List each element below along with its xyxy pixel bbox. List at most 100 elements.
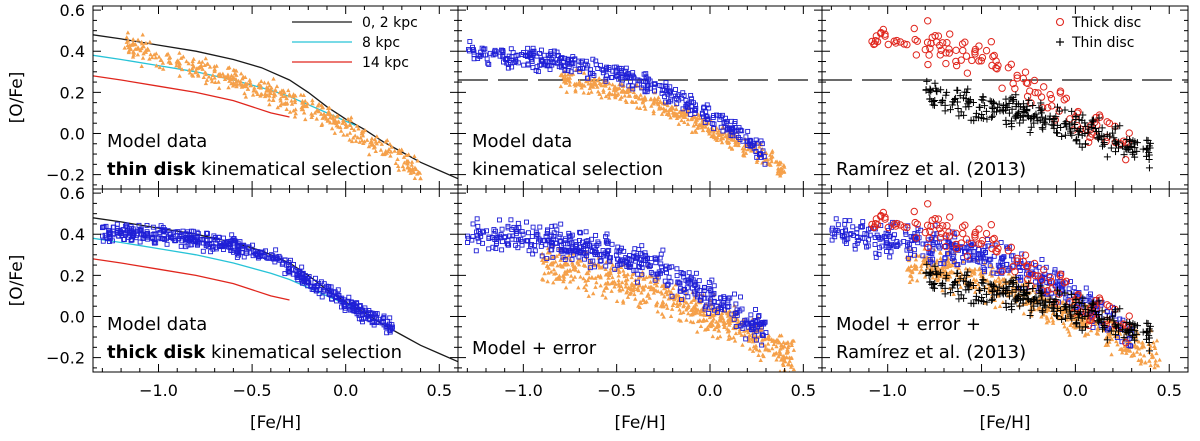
square-point (597, 258, 603, 264)
plus-point (1002, 120, 1010, 128)
triangle-point (716, 132, 722, 137)
plus-point (1094, 134, 1102, 142)
triangle-point (780, 361, 786, 366)
triangle-point (765, 341, 771, 346)
triangle-point (325, 117, 331, 122)
square-point (549, 56, 555, 62)
triangle-point (651, 108, 656, 113)
triangle-point (136, 45, 141, 50)
square-point (144, 222, 150, 228)
square-point (513, 226, 519, 232)
triangle-point (331, 120, 336, 125)
triangle-point (961, 259, 966, 264)
square-point (668, 279, 674, 285)
triangle-point (203, 56, 208, 61)
triangle-point (408, 170, 413, 175)
square-point (208, 249, 214, 255)
plus-point (1111, 125, 1119, 133)
square-point (701, 105, 706, 111)
circle-point (924, 200, 932, 208)
circle-point (892, 222, 900, 230)
triangle-point (262, 80, 267, 85)
triangle-point (594, 280, 599, 285)
triangle-point (698, 324, 704, 329)
square-point (878, 235, 884, 241)
square-point (636, 263, 642, 269)
triangle-point (357, 139, 362, 144)
triangle-point (791, 367, 797, 372)
square-point (349, 300, 355, 305)
square-point (319, 294, 325, 300)
triangle-point (598, 283, 603, 288)
square-point (354, 300, 360, 306)
circle-point (1086, 133, 1094, 142)
triangle-point (996, 293, 1001, 298)
square-point (617, 247, 623, 253)
plus-point (983, 115, 991, 123)
triangle-point (918, 263, 924, 268)
triangle-point (758, 327, 764, 332)
square-point (156, 235, 162, 241)
triangle-point (773, 351, 778, 356)
triangle-point (135, 52, 141, 57)
plus-point (1009, 97, 1017, 105)
triangle-point (581, 70, 587, 75)
square-point (714, 112, 720, 118)
square-point (133, 235, 139, 241)
triangle-point (563, 260, 568, 265)
plus-point (1046, 112, 1054, 120)
triangle-point (785, 349, 791, 354)
square-point (762, 161, 768, 167)
triangle-point (292, 100, 298, 105)
triangle-point (1122, 344, 1127, 349)
plus-point (1094, 135, 1102, 143)
square-point (652, 81, 658, 87)
triangle-point (784, 355, 789, 360)
triangle-point (545, 279, 550, 284)
triangle-point (715, 335, 720, 340)
plus-point (1110, 317, 1118, 325)
square-point (752, 333, 758, 339)
square-point (484, 228, 489, 234)
plus-point (1075, 131, 1083, 139)
triangle-point (404, 158, 410, 163)
triangle-point (659, 311, 665, 316)
plus-point (1048, 121, 1056, 129)
triangle-point (197, 59, 202, 64)
square-point (180, 228, 186, 234)
triangle-point (700, 128, 706, 133)
square-point (730, 127, 735, 132)
plus-point (1012, 91, 1020, 99)
triangle-point (293, 111, 298, 116)
triangle-point (401, 154, 407, 159)
triangle-point (603, 267, 608, 272)
square-point (673, 95, 679, 101)
triangle-point (1081, 320, 1086, 325)
y-tick-label: 0.4 (60, 225, 85, 244)
triangle-point (616, 273, 621, 278)
triangle-point (754, 159, 760, 164)
circle-point (1019, 257, 1027, 266)
triangle-point (310, 101, 315, 106)
square-point (593, 62, 599, 68)
square-point (515, 52, 521, 58)
square-point (150, 232, 156, 238)
triangle-point (681, 303, 687, 308)
triangle-point (780, 353, 786, 358)
triangle-point (557, 251, 562, 256)
square-point (667, 84, 673, 90)
triangle-point (1140, 343, 1145, 348)
triangle-point (1114, 339, 1119, 344)
plus-point (1039, 125, 1047, 133)
plus-point (1116, 305, 1124, 313)
triangle-point (634, 287, 640, 292)
triangle-point (131, 40, 136, 45)
plus-point (1073, 319, 1081, 327)
square-point (721, 307, 727, 313)
triangle-point (551, 267, 557, 272)
circle-point (1027, 282, 1035, 290)
triangle-point (665, 292, 670, 297)
triangle-point (665, 305, 670, 310)
triangle-point (570, 277, 576, 282)
square-point (1104, 327, 1110, 333)
